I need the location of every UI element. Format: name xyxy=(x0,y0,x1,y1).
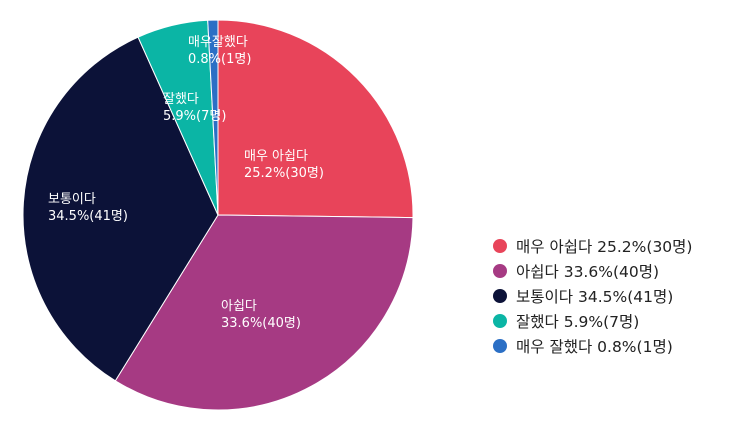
legend-item-very-good[interactable]: 매우 잘했다 0.8%(1명) xyxy=(493,333,692,358)
legend-swatch xyxy=(493,313,507,328)
slice-label-value: 5.9%(7명) xyxy=(163,109,226,124)
slice-label: 매우 아쉽다 25.2%(30명) xyxy=(244,149,324,181)
slice-very-good[interactable] xyxy=(207,19,219,216)
slice-label: 잘했다 5.9%(7명) xyxy=(163,91,226,124)
legend-item-very-disappointing[interactable]: 매우 아쉽다 25.2%(30명) xyxy=(493,233,692,258)
legend-swatch xyxy=(493,263,507,278)
legend-item-disappointing[interactable]: 아쉽다 33.6%(40명) xyxy=(493,258,692,283)
slice-label-category: 매우잘했다 xyxy=(188,34,248,50)
legend-label: 아쉽다 33.6%(40명) xyxy=(516,262,660,281)
legend-item-average[interactable]: 보통이다 34.5%(41명) xyxy=(493,283,692,308)
slice-disappointing[interactable] xyxy=(114,214,414,411)
legend-swatch xyxy=(493,238,507,253)
slice-label-category: 보통이다 xyxy=(48,192,96,207)
slice-label-value: 25.2%(30명) xyxy=(244,166,324,181)
legend-label: 잘했다 5.9%(7명) xyxy=(516,312,640,331)
legend-label: 보통이다 34.5%(41명) xyxy=(516,287,674,306)
legend-swatch xyxy=(493,338,507,353)
slice-label-category: 매우 아쉽다 xyxy=(244,149,308,164)
legend-swatch xyxy=(493,288,507,303)
slice-label-category: 잘했다 xyxy=(163,91,199,107)
slice-label-category: 아쉽다 xyxy=(221,299,257,314)
slice-label-value: 0.8%(1명) xyxy=(188,52,251,67)
slice-label: 매우잘했다 0.8%(1명) xyxy=(188,34,251,67)
slice-label: 아쉽다 33.6%(40명) xyxy=(221,299,301,331)
legend: 매우 아쉽다 25.2%(30명) 아쉽다 33.6%(40명) 보통이다 34… xyxy=(493,233,692,358)
slice-label-value: 34.5%(41명) xyxy=(48,209,128,224)
legend-label: 매우 잘했다 0.8%(1명) xyxy=(516,337,673,356)
slice-average[interactable] xyxy=(22,36,219,382)
slice-very-disappointing[interactable] xyxy=(217,19,414,219)
legend-item-good[interactable]: 잘했다 5.9%(7명) xyxy=(493,308,692,333)
slice-label: 보통이다 34.5%(41명) xyxy=(48,192,128,224)
slice-label-value: 33.6%(40명) xyxy=(221,316,301,331)
legend-label: 매우 아쉽다 25.2%(30명) xyxy=(516,237,693,256)
